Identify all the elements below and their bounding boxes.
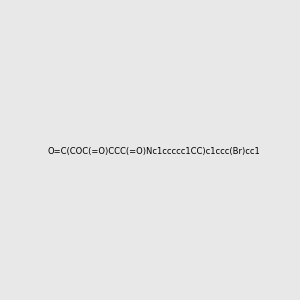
Text: O=C(COC(=O)CCC(=O)Nc1ccccc1CC)c1ccc(Br)cc1: O=C(COC(=O)CCC(=O)Nc1ccccc1CC)c1ccc(Br)c… bbox=[47, 147, 260, 156]
